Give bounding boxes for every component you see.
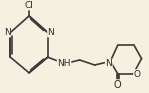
Text: Cl: Cl — [25, 1, 34, 10]
Text: N: N — [4, 28, 11, 37]
Text: O: O — [114, 80, 122, 90]
Text: N: N — [105, 59, 112, 68]
Text: NH: NH — [57, 59, 71, 68]
Text: N: N — [48, 28, 54, 37]
Text: O: O — [134, 70, 141, 79]
